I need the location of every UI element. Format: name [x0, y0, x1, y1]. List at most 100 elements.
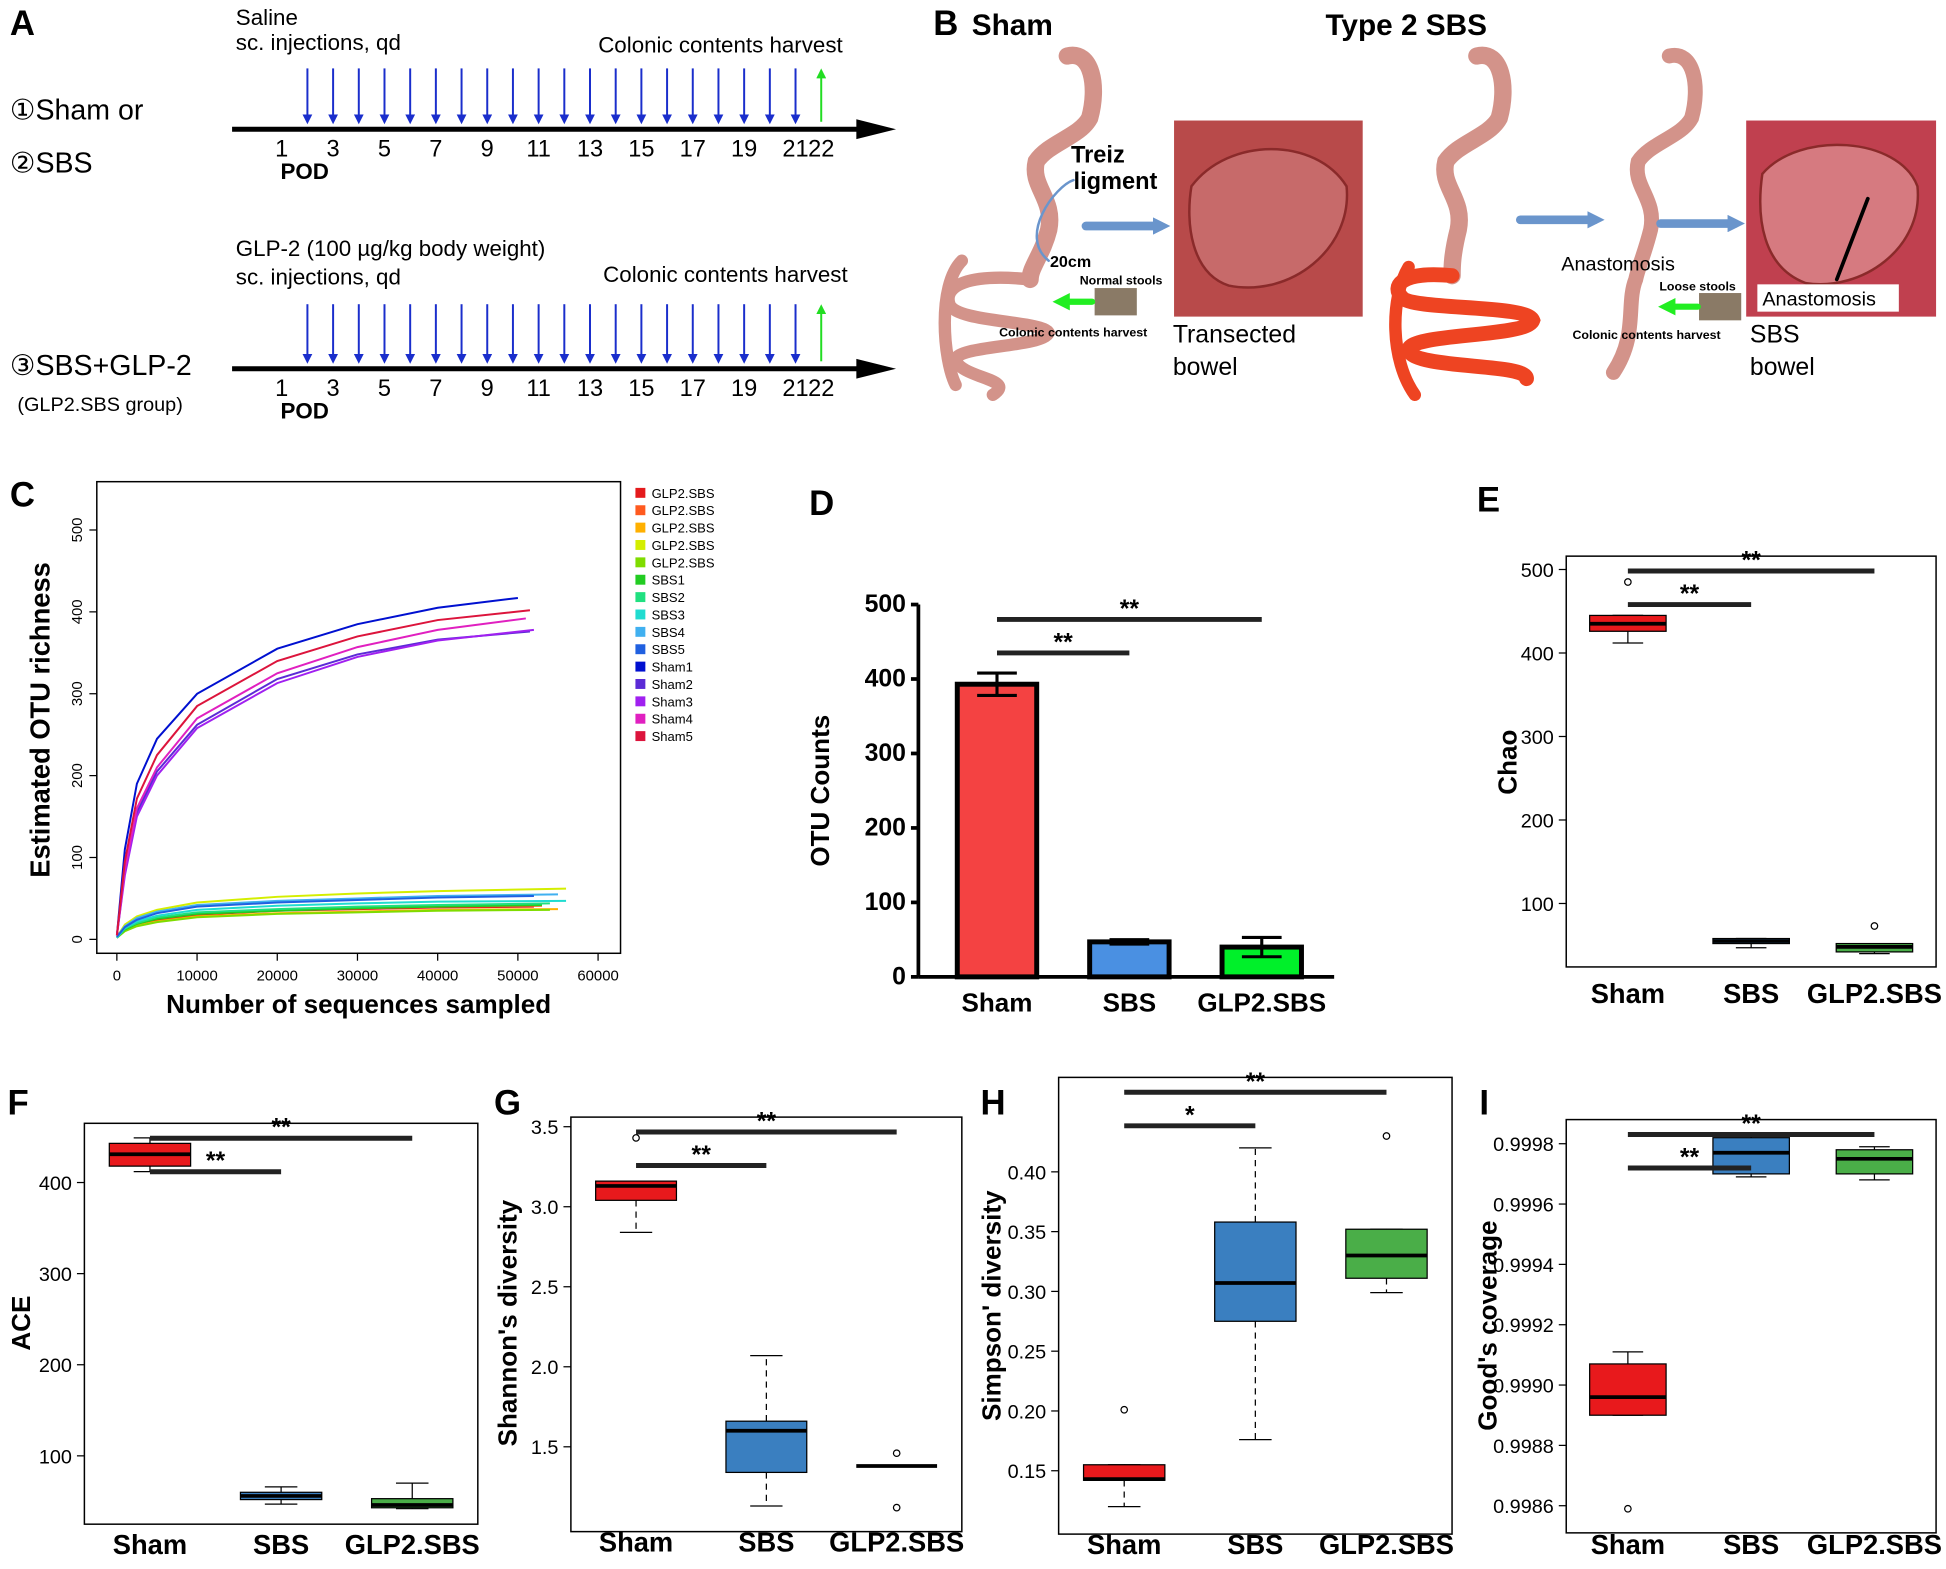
- day-label: 17: [680, 136, 706, 162]
- outlier: [1382, 1132, 1391, 1140]
- y-tick-label: 400: [865, 665, 906, 692]
- y-tick-label: 0.9992: [1493, 1315, 1554, 1337]
- significance-label: **: [757, 1109, 777, 1136]
- series-line: [116, 894, 534, 938]
- plot-frame: [83, 1122, 479, 1525]
- group-title: Sham: [972, 9, 1053, 42]
- plot-frame: [1565, 555, 1937, 968]
- group-label: ②SBS: [10, 148, 93, 180]
- legend-swatch: [635, 505, 646, 516]
- plot-frame: [1057, 1076, 1453, 1535]
- day-label: 11: [526, 375, 550, 401]
- y-axis-title: Good's coverage: [1473, 1220, 1503, 1430]
- x-tick-label: Sham: [1591, 978, 1665, 1009]
- annotation: Transected: [1173, 322, 1296, 349]
- day-label: 9: [481, 136, 494, 162]
- treatment: sc. injections, qd: [236, 264, 401, 289]
- panel-label: C: [10, 477, 35, 515]
- x-tick-label: 30000: [337, 969, 378, 985]
- legend-swatch: [635, 713, 646, 724]
- label-background: [1757, 284, 1899, 312]
- legend-swatch: [635, 609, 646, 620]
- significance-label: **: [1054, 629, 1074, 656]
- series-line: [115, 609, 531, 936]
- day-unit: POD: [280, 159, 328, 184]
- day-label: 7: [429, 375, 442, 401]
- outlier: [892, 1449, 901, 1458]
- significance-label: **: [1741, 548, 1761, 575]
- legend-swatch: [635, 540, 646, 550]
- y-tick-label: 0.40: [1008, 1162, 1047, 1184]
- day-label: 22: [808, 375, 834, 401]
- annotation: Anastomosis: [1561, 254, 1675, 276]
- y-axis-title: ACE: [6, 1296, 36, 1351]
- x-tick-label: SBS: [1723, 978, 1779, 1009]
- x-tick-label: 10000: [176, 969, 217, 985]
- day-label: 5: [378, 136, 391, 162]
- series-line: [115, 628, 535, 936]
- timeline-arrowhead: [856, 119, 897, 140]
- day-label: 3: [327, 375, 340, 401]
- outlier: [1120, 1405, 1129, 1414]
- x-tick-label: 50000: [497, 969, 538, 985]
- y-tick-label: 0: [892, 963, 906, 990]
- harvest-label: Colonic contents harvest: [603, 262, 848, 287]
- y-tick-label: 0.9990: [1493, 1375, 1554, 1397]
- y-axis-title: OTU Counts: [805, 715, 835, 867]
- legend-swatch: [635, 679, 646, 689]
- series-line: [115, 617, 526, 936]
- panel-label: G: [494, 1085, 521, 1123]
- x-tick-label: GLP2.SBS: [1197, 988, 1326, 1018]
- y-tick-label: 0.25: [1008, 1342, 1047, 1364]
- day-label: 15: [628, 375, 654, 401]
- day-label: 21: [782, 375, 808, 401]
- y-tick-label: 2.0: [531, 1357, 559, 1379]
- legend-swatch: [635, 696, 646, 707]
- outlier: [1870, 922, 1879, 930]
- x-tick-label: 60000: [577, 969, 618, 985]
- x-tick-label: SBS: [1227, 1529, 1283, 1560]
- legend-label: Sham4: [652, 712, 693, 727]
- legend-label: GLP2.SBS: [652, 538, 715, 553]
- day-label: 11: [526, 136, 550, 162]
- x-tick-label: Sham: [1087, 1529, 1161, 1560]
- day-label: 13: [577, 375, 603, 401]
- timeline-arrowhead: [856, 358, 897, 379]
- x-tick-label: Sham: [962, 988, 1033, 1018]
- y-tick-label: 0.9994: [1493, 1255, 1554, 1277]
- legend-label: Sham1: [652, 660, 693, 675]
- bar: [954, 681, 1040, 980]
- panel-label: A: [10, 5, 35, 43]
- legend-label: GLP2.SBS: [652, 486, 715, 501]
- legend-swatch: [635, 626, 646, 637]
- legend-label: SBS2: [652, 590, 685, 605]
- harvest-label: Colonic contents harvest: [598, 32, 843, 57]
- group-label: (GLP2.SBS group): [17, 394, 182, 416]
- day-label: 15: [628, 136, 654, 162]
- panel-label: H: [980, 1085, 1005, 1123]
- y-tick-label: 100: [70, 845, 86, 870]
- y-tick-label: 500: [865, 591, 906, 618]
- legend-swatch: [635, 557, 646, 568]
- significance-label: *: [1185, 1102, 1195, 1129]
- y-tick-label: 300: [1521, 727, 1554, 749]
- y-tick-label: 200: [1521, 810, 1554, 832]
- y-tick-label: 200: [39, 1355, 72, 1377]
- y-tick-label: 300: [865, 740, 906, 767]
- y-tick-label: 300: [39, 1264, 72, 1286]
- y-tick-label: 400: [70, 599, 86, 624]
- x-tick-label: 20000: [257, 969, 298, 985]
- day-label: 19: [731, 375, 757, 401]
- x-tick-label: GLP2.SBS: [1807, 1529, 1942, 1560]
- panel-label: I: [1479, 1085, 1489, 1123]
- x-tick-label: Sham: [1591, 1529, 1665, 1560]
- y-tick-label: 200: [865, 814, 906, 841]
- y-axis-title: Estimated OTU richness: [25, 562, 56, 878]
- legend-swatch: [635, 661, 646, 672]
- x-tick-label: SBS: [1723, 1529, 1779, 1560]
- y-tick-label: 0.15: [1008, 1461, 1047, 1483]
- outlier: [632, 1134, 640, 1142]
- group-label: ③SBS+GLP-2: [10, 350, 192, 382]
- panel-label: D: [809, 485, 834, 523]
